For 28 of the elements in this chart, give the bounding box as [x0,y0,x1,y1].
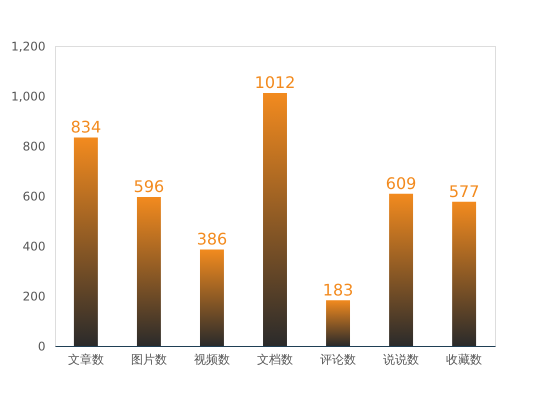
x-tick-label: 视频数 [194,352,230,366]
y-tick-label: 800 [22,140,46,154]
data-label: 1012 [254,73,296,92]
x-tick-label: 文档数 [257,352,293,366]
y-tick-label: 0 [38,340,46,354]
x-tick-label: 说说数 [383,352,420,366]
y-tick-label: 600 [22,190,46,204]
data-label: 183 [322,280,354,300]
bar [452,202,476,346]
data-label: 577 [448,182,480,201]
bar [389,194,414,346]
y-tick-label: 400 [22,240,46,254]
bar [74,138,98,346]
data-label: 609 [386,174,416,193]
bar [200,250,224,346]
x-tick-label: 文章数 [68,352,104,366]
bar [326,300,350,346]
x-tick-label: 图片数 [130,352,167,366]
x-tick-label: 收藏数 [446,352,482,366]
y-tick-label: 1,200 [11,40,46,54]
y-tick-label: 1,000 [11,90,46,104]
data-label: 596 [134,177,164,196]
data-label: 386 [196,230,228,248]
bar [136,197,161,346]
x-tick-label: 评论数 [320,352,356,366]
y-tick-label: 200 [22,290,46,304]
data-label: 834 [70,118,102,136]
bar [263,93,287,346]
